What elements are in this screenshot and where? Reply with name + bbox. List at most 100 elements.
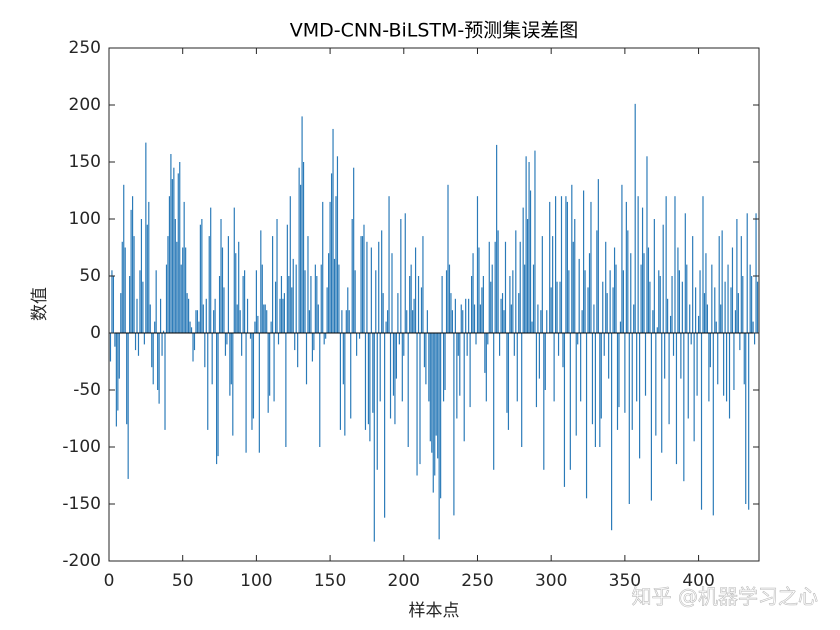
bar	[258, 333, 260, 453]
bar	[755, 213, 757, 333]
bar	[658, 270, 660, 333]
bar	[211, 333, 213, 385]
bar	[193, 333, 196, 351]
bar	[254, 321, 256, 333]
bar	[736, 219, 738, 333]
bar	[649, 281, 651, 333]
bar	[537, 304, 539, 333]
bar	[717, 333, 719, 385]
bar	[472, 253, 474, 333]
bar	[584, 270, 586, 333]
bar	[727, 264, 729, 333]
bar	[145, 142, 147, 333]
bar	[578, 258, 580, 333]
bar	[319, 333, 321, 447]
bar	[192, 333, 194, 362]
bar	[466, 333, 468, 356]
bar	[273, 333, 275, 402]
bar	[519, 241, 521, 333]
bar	[375, 270, 377, 333]
y-tick-label: 50	[79, 266, 101, 286]
bar	[624, 333, 626, 413]
bar	[330, 173, 333, 333]
bar	[647, 247, 650, 333]
bar	[739, 333, 741, 351]
bar	[559, 281, 561, 333]
bar	[749, 264, 751, 333]
bar	[696, 333, 698, 396]
bar	[603, 333, 605, 356]
bar	[407, 333, 409, 447]
bar	[684, 213, 686, 333]
y-tick-label: -150	[62, 494, 101, 514]
bar	[600, 333, 602, 419]
bar	[665, 196, 667, 333]
bar	[634, 103, 636, 333]
bar	[350, 333, 352, 419]
bar	[283, 293, 285, 333]
bar	[336, 156, 339, 333]
bar	[136, 298, 138, 333]
bar	[409, 276, 411, 333]
bar	[743, 333, 745, 385]
bar	[168, 196, 171, 333]
bar	[569, 333, 571, 470]
bar	[291, 287, 293, 333]
bar	[731, 247, 734, 333]
bar	[239, 310, 241, 333]
bar	[612, 287, 614, 333]
bar	[118, 333, 120, 379]
bar	[507, 333, 510, 430]
bar	[506, 333, 508, 413]
bar	[529, 190, 532, 333]
bar	[111, 270, 113, 333]
bar	[230, 333, 232, 385]
bar	[493, 333, 495, 470]
bar	[323, 333, 325, 345]
bar	[500, 298, 502, 333]
bar	[438, 333, 440, 540]
bar	[223, 287, 225, 333]
bar	[667, 298, 669, 333]
bar	[462, 310, 464, 333]
bar	[619, 321, 622, 333]
bar	[566, 201, 568, 333]
bar	[388, 196, 390, 333]
bar	[412, 310, 414, 333]
y-tick-label: 200	[69, 95, 101, 115]
bar	[159, 298, 162, 333]
bar	[282, 298, 284, 333]
bar	[146, 224, 148, 333]
bar	[152, 333, 154, 385]
bar	[167, 236, 169, 333]
bar	[344, 333, 346, 436]
bar	[549, 201, 551, 333]
y-tick-label: 0	[90, 323, 101, 343]
bar	[285, 333, 287, 447]
bar	[157, 333, 159, 390]
plot-area	[109, 103, 759, 542]
bar	[354, 270, 356, 333]
bar	[440, 333, 442, 499]
bar	[504, 241, 507, 333]
bar	[414, 247, 417, 333]
bar	[709, 333, 711, 368]
bar	[541, 236, 543, 333]
bar	[201, 219, 203, 333]
bar	[155, 270, 157, 333]
bar	[308, 310, 311, 333]
bar	[297, 333, 299, 368]
bar	[581, 310, 583, 333]
bar	[328, 253, 330, 333]
bar	[137, 333, 140, 356]
bar	[363, 224, 365, 333]
bar	[652, 310, 654, 333]
bar	[456, 333, 458, 419]
bar	[659, 276, 661, 333]
bar	[338, 264, 340, 333]
bar	[249, 333, 252, 339]
bar	[431, 333, 433, 453]
bar	[269, 333, 271, 396]
bar	[379, 333, 381, 402]
